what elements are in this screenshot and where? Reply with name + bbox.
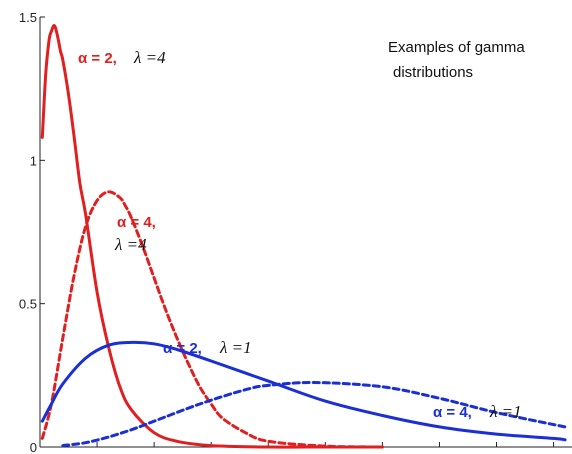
- chart-title-line-1: Examples of gamma: [388, 39, 525, 56]
- y-tick-label: 1: [30, 153, 37, 168]
- annotation-2-lambda: λ =4: [114, 235, 147, 254]
- annotation-4-alpha: α = 4,: [433, 404, 472, 421]
- annotation-2-alpha: α = 4,: [117, 214, 156, 231]
- chart-title-line-2: distributions: [393, 64, 473, 81]
- y-tick-label: 0: [30, 440, 37, 454]
- annotation-1-alpha: α = 2,: [78, 50, 117, 67]
- annotation-3-lambda: λ =1: [219, 338, 252, 357]
- series-line-2: [40, 190, 384, 449]
- y-tick-label: 0.5: [19, 297, 37, 312]
- annotation-series-3: α = 2, λ =1: [163, 338, 252, 357]
- annotation-1-lambda: λ =4: [133, 48, 166, 67]
- annotation-series-1: α = 2, λ =4: [78, 48, 166, 67]
- series-line-4: [61, 380, 567, 448]
- y-tick-label: 1.5: [19, 10, 37, 25]
- y-ticks: 0 0.5 1 1.5: [19, 10, 45, 454]
- series-lines: [40, 24, 567, 449]
- annotation-3-alpha: α = 2,: [163, 340, 202, 357]
- series-line-3: [40, 340, 567, 442]
- annotation-4-lambda: λ =1: [489, 402, 522, 421]
- annotation-series-4: α = 4, λ =1: [433, 402, 522, 421]
- annotation-series-2: α = 4, λ =4: [114, 214, 156, 254]
- series-line-1: [40, 24, 384, 449]
